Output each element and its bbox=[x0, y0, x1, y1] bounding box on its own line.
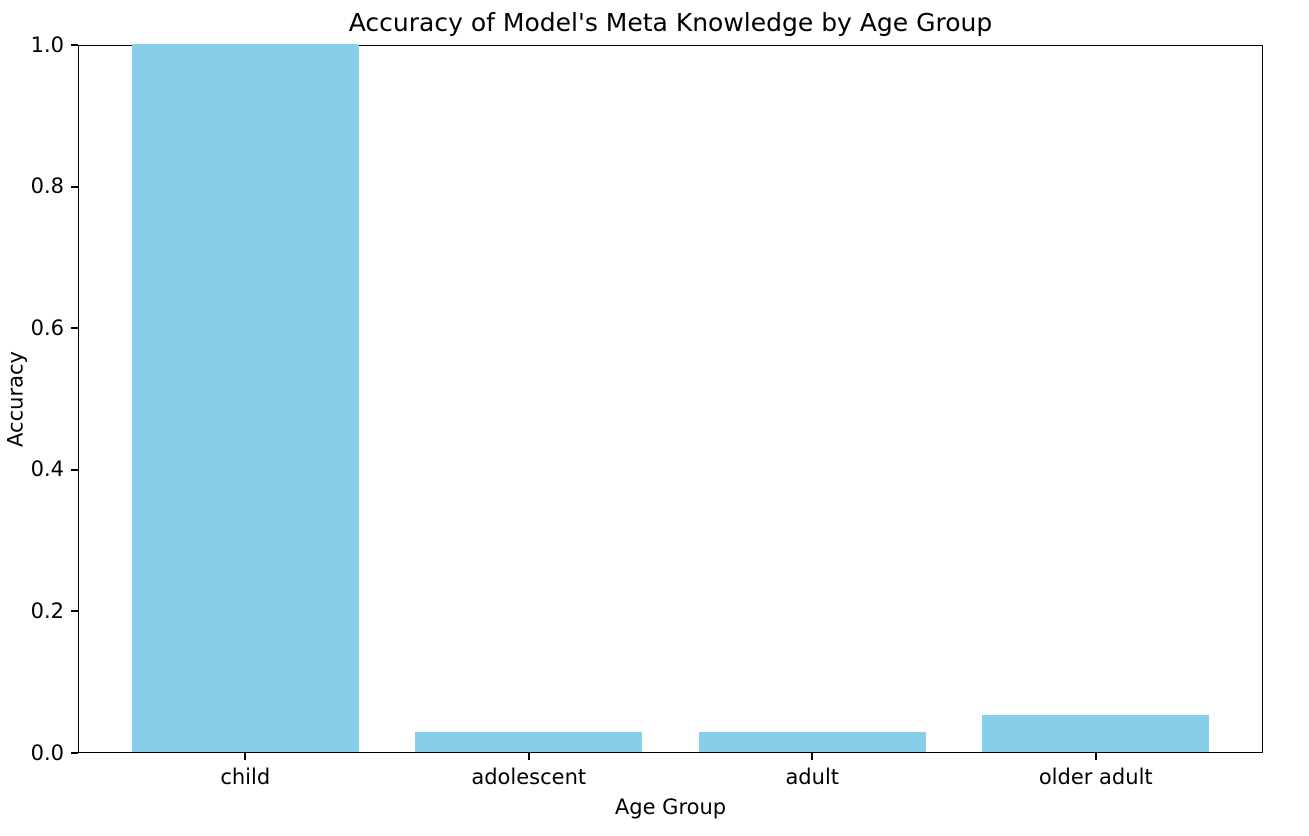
bar-adult bbox=[698, 732, 926, 752]
x-tick-mark bbox=[527, 753, 530, 760]
y-tick-label: 0.0 bbox=[30, 740, 64, 765]
x-tick-mark bbox=[811, 753, 814, 760]
chart-title: Accuracy of Model's Meta Knowledge by Ag… bbox=[348, 8, 993, 37]
bar-older-adult bbox=[982, 715, 1210, 752]
plot-area bbox=[78, 44, 1263, 753]
x-tick-label: child bbox=[220, 765, 271, 789]
y-tick-mark bbox=[71, 610, 78, 613]
x-tick-label: adolescent bbox=[471, 765, 587, 789]
bar-adolescent bbox=[415, 732, 643, 752]
y-tick-label: 0.4 bbox=[30, 457, 64, 482]
y-tick-mark bbox=[71, 468, 78, 471]
y-tick-mark bbox=[71, 752, 78, 754]
y-axis-label: Accuracy bbox=[3, 351, 28, 447]
x-tick-mark bbox=[244, 753, 247, 760]
y-tick-label: 0.8 bbox=[30, 174, 64, 199]
y-tick-label: 1.0 bbox=[30, 32, 64, 57]
y-tick-mark bbox=[71, 44, 78, 46]
bar-child bbox=[131, 44, 359, 752]
y-tick-label: 0.2 bbox=[30, 598, 64, 623]
y-tick-label: 0.6 bbox=[30, 315, 64, 340]
x-axis-label: Age Group bbox=[614, 795, 727, 819]
x-tick-label: older adult bbox=[1038, 765, 1153, 789]
y-tick-mark bbox=[71, 185, 78, 188]
x-tick-mark bbox=[1094, 753, 1097, 760]
y-tick-mark bbox=[71, 327, 78, 330]
x-tick-label: adult bbox=[785, 765, 840, 789]
